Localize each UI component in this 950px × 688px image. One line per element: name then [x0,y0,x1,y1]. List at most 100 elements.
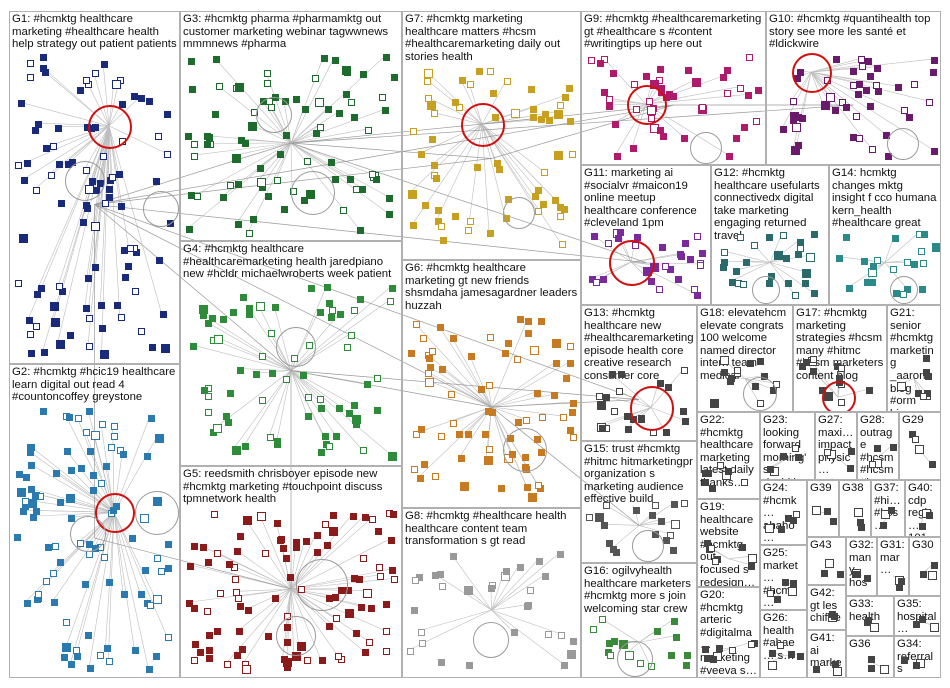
group-g3[interactable]: G3: #hcmktg pharma #pharmamktg out custo… [180,11,402,241]
network-node [704,539,712,547]
edge [193,142,292,156]
network-node [375,527,383,535]
group-g11[interactable]: G11: marketing ai #socialvr #maicon19 on… [581,165,711,305]
group-g21[interactable]: G21: senior #hcmktg marketing _aaronc bl… [887,305,941,412]
group-g1[interactable]: G1: #hcmktg healthcare marketing #health… [9,11,180,364]
group-g2[interactable]: G2: #hcmktg #hcic19 healthcare learn dig… [9,364,180,678]
group-label-g43: G43 [810,539,832,551]
network-node [191,153,199,161]
group-g15[interactable]: G15: trust #hcmktg #hitmc hitmarketingpr… [581,441,697,563]
group-g32[interactable]: G32: many hos… fast… [846,537,877,596]
edge [238,588,292,631]
network-node [67,332,75,340]
edge [451,406,492,422]
network-node [164,565,172,573]
group-g8[interactable]: G8: #hcmktg #healthcare health healthcar… [402,508,581,678]
network-node [812,506,822,516]
network-node [630,144,638,152]
network-node [84,631,92,639]
network-node [314,97,324,107]
group-g19[interactable]: G19: healthcare website #hcmktg out focu… [697,499,760,587]
self-loop [143,191,179,228]
group-g30[interactable]: G30 [909,537,941,596]
group-g33[interactable]: G33: health [846,596,894,636]
network-node [502,568,510,576]
network-node [419,334,427,342]
network-node [131,287,139,295]
network-node [190,542,198,550]
group-g37[interactable]: G37: #hi… #hcs… [871,480,905,537]
group-g29[interactable]: G29 [899,412,941,480]
network-node [527,85,535,93]
edge [451,555,492,611]
network-node [77,465,85,473]
group-g9[interactable]: G9: #hcmktg #healthcaremarketing gt #hea… [581,11,766,165]
group-g20[interactable]: G20: #hcmktg arteric #digitalma… marketi… [697,587,760,678]
group-g23[interactable]: G23: looking forward morning's risehlth… [760,412,815,480]
network-node [849,82,857,90]
network-node [117,203,125,211]
network-node [569,400,577,408]
group-g12[interactable]: G12: #hcmktg healthcare usefularts conne… [711,165,829,305]
network-node [274,441,282,449]
network-node [467,81,475,89]
edge [744,375,764,379]
group-g34[interactable]: G34: referrals here… [894,636,941,678]
edge [290,58,334,144]
edge [722,250,771,263]
group-g27[interactable]: G27: maxi… impact physic… outrea… [815,412,857,480]
network-node [787,651,795,659]
network-node [865,57,873,65]
network-node [482,431,490,439]
network-node [681,418,689,426]
group-g7[interactable]: G7: #hcmktg marketing healthcare matters… [402,11,581,260]
edge [600,618,640,643]
self-loop [503,197,535,230]
group-g39[interactable]: G39 [807,480,839,537]
network-node [64,160,72,168]
group-g26[interactable]: G26: health #ahae… s… [760,610,807,678]
network-node [264,69,272,77]
group-g38[interactable]: G38 [839,480,871,537]
network-node [214,334,224,344]
network-node [230,308,238,316]
network-node [694,292,702,300]
group-g31[interactable]: G31: mar… [877,537,909,596]
group-g36[interactable]: G36 [846,636,894,678]
group-g13[interactable]: G13: #hcmktg healthcare new #healthcarem… [581,305,697,441]
group-g42[interactable]: G42: gt les chiffre… [807,585,846,630]
group-g5[interactable]: G5: reedsmith chrisboyer episode new #hc… [180,466,402,678]
group-g43[interactable]: G43 [807,537,846,585]
group-g4[interactable]: G4: #hcmktg healthcare #healthcaremarket… [180,241,402,466]
network-node [801,269,811,279]
network-node [351,414,361,424]
group-g28[interactable]: G28: outrage #hcsm #hcsm #hcm… [857,412,899,480]
network-node [792,123,802,133]
group-g40[interactable]: G40: cdp regis… 101… [905,480,941,537]
group-g41[interactable]: G41: ai marke… machi… [807,630,846,678]
group-g16[interactable]: G16: ogilvyhealth healthcare marketers #… [581,563,697,678]
group-g24[interactable]: G24: #hcmk… ahaho… #hcsm [760,480,807,545]
group-g18[interactable]: G18: elevatehcm elevate congrats 100 wel… [697,305,793,412]
network-node [358,185,366,193]
group-g17[interactable]: G17: #hcmktg marketing strategies #hcsm … [793,305,887,412]
network-node [368,605,376,612]
group-g14[interactable]: G14: hcmktg changes mktg insight f cco h… [829,165,941,305]
group-g25[interactable]: G25: market… #hcmk… #moret… [760,545,807,610]
network-node [789,98,797,105]
group-label-g13: G13: #hcmktg healthcare new #healthcarem… [584,307,694,382]
edge [290,588,340,659]
network-node [412,576,420,584]
network-node [152,594,162,604]
group-g6[interactable]: G6: #hcmktg healthcare marketing gt new … [402,260,581,508]
group-g35[interactable]: G35: hospital… [894,596,941,636]
self-loop [473,621,509,658]
group-g10[interactable]: G10: #hcmktg #quantihealth top story see… [766,11,941,165]
group-label-g38: G38 [842,482,864,494]
network-node [83,76,91,84]
network-node [919,615,927,623]
group-g22[interactable]: G22: #hcmktg healthcare marketing latest… [697,412,760,499]
network-node [867,103,875,111]
network-node [682,239,690,247]
node-cluster-g30 [910,538,940,595]
